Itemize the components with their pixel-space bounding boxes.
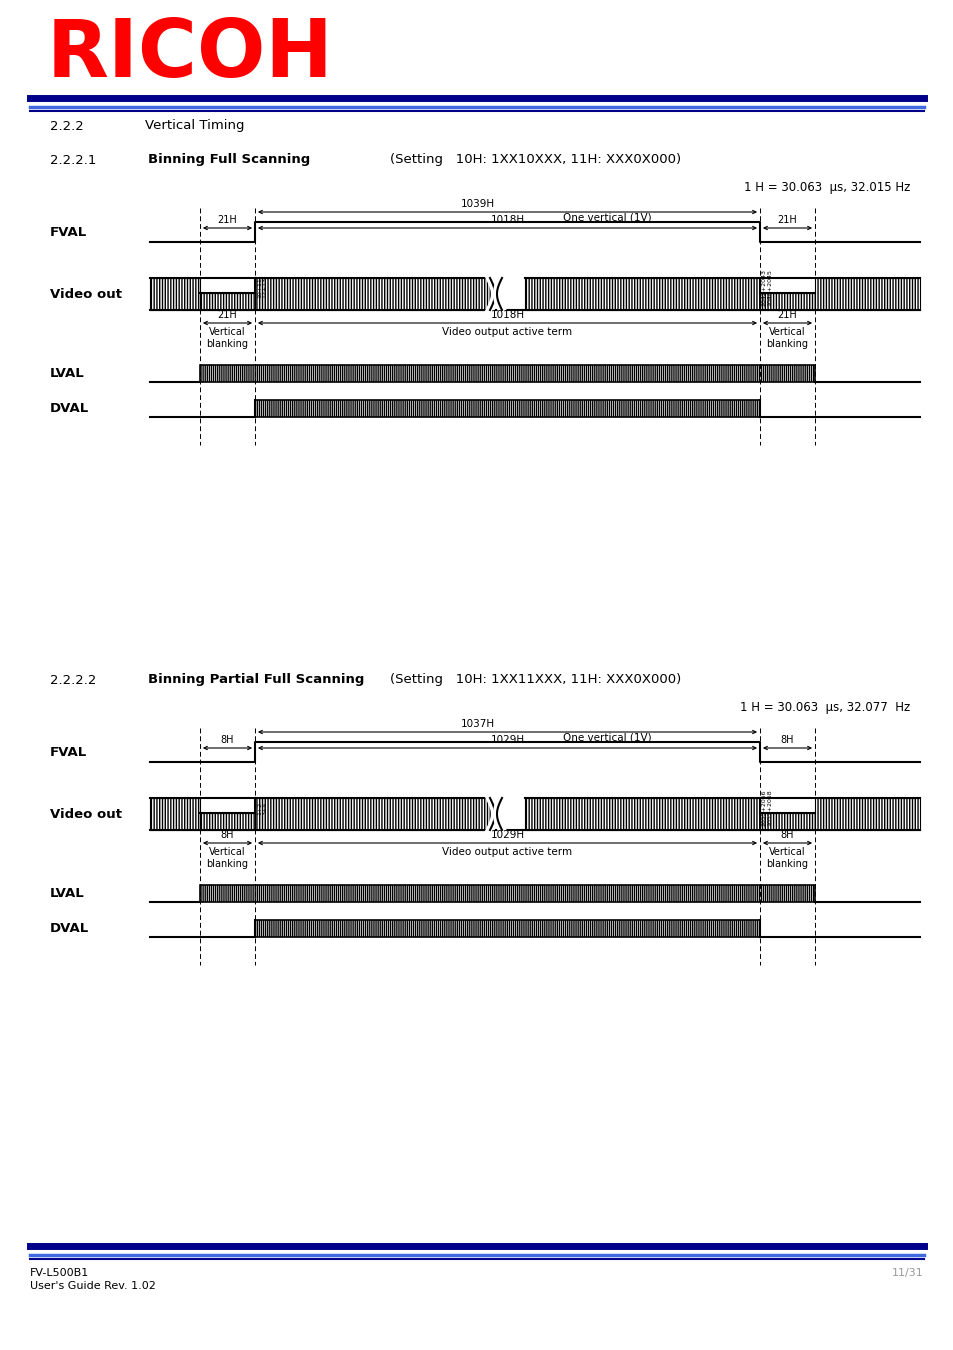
Text: Video out: Video out bbox=[50, 288, 122, 301]
Bar bbox=[254, 400, 760, 417]
Text: 1 H = 30.063  μs, 32.077  Hz: 1 H = 30.063 μs, 32.077 Hz bbox=[739, 702, 909, 714]
Bar bbox=[200, 886, 814, 902]
Text: RICOH: RICOH bbox=[47, 16, 334, 95]
Text: 2.2.2.2: 2.2.2.2 bbox=[50, 674, 96, 687]
Bar bbox=[524, 278, 760, 310]
Text: Video output active term: Video output active term bbox=[442, 327, 572, 338]
Bar bbox=[254, 798, 490, 830]
Bar bbox=[760, 293, 814, 310]
Text: 21H: 21H bbox=[777, 310, 797, 320]
Bar bbox=[254, 919, 760, 937]
Text: Video out: Video out bbox=[50, 807, 122, 821]
Text: 1+2
3+4: 1+2 3+4 bbox=[256, 802, 268, 814]
Text: FV-L500B1: FV-L500B1 bbox=[30, 1268, 90, 1278]
Text: (Setting   10H: 1XX11XXX, 11H: XXX0X000): (Setting 10H: 1XX11XXX, 11H: XXX0X000) bbox=[390, 674, 680, 687]
Bar bbox=[200, 293, 254, 310]
Text: 2042+2043
2044+2045: 2042+2043 2044+2045 bbox=[761, 270, 772, 306]
Text: FVAL: FVAL bbox=[50, 745, 87, 759]
Text: 21H: 21H bbox=[217, 310, 237, 320]
Text: 2.2.2: 2.2.2 bbox=[50, 120, 84, 132]
Text: LVAL: LVAL bbox=[50, 887, 85, 900]
Text: 1018H: 1018H bbox=[490, 215, 524, 225]
Text: 2055+2056
2057+2058: 2055+2056 2057+2058 bbox=[761, 790, 772, 826]
Text: 1 H = 30.063  μs, 32.015 Hz: 1 H = 30.063 μs, 32.015 Hz bbox=[742, 181, 909, 194]
Bar bbox=[814, 278, 919, 310]
Text: Vertical Timing: Vertical Timing bbox=[145, 120, 244, 132]
Text: 8H: 8H bbox=[220, 830, 234, 840]
Text: 2.2.2.1: 2.2.2.1 bbox=[50, 154, 96, 166]
Text: 1018H: 1018H bbox=[490, 310, 524, 320]
Text: DVAL: DVAL bbox=[50, 922, 90, 936]
Text: Vertical
blanking: Vertical blanking bbox=[765, 327, 807, 350]
Text: 8H: 8H bbox=[220, 734, 234, 745]
Text: FVAL: FVAL bbox=[50, 225, 87, 239]
Text: Vertical
blanking: Vertical blanking bbox=[206, 846, 248, 869]
Bar bbox=[200, 813, 254, 830]
Text: Video output active term: Video output active term bbox=[442, 846, 572, 857]
Bar bbox=[150, 278, 200, 310]
Text: 1029H: 1029H bbox=[490, 830, 524, 840]
Bar bbox=[254, 278, 490, 310]
Text: Binning Full Scanning: Binning Full Scanning bbox=[148, 154, 310, 166]
Text: 21H: 21H bbox=[217, 215, 237, 225]
Text: 1037H: 1037H bbox=[460, 720, 494, 729]
Bar bbox=[150, 798, 200, 830]
Bar bbox=[524, 798, 760, 830]
Bar bbox=[814, 798, 919, 830]
Text: One vertical (1V): One vertical (1V) bbox=[562, 732, 651, 742]
Text: Binning Partial Full Scanning: Binning Partial Full Scanning bbox=[148, 674, 364, 687]
Text: 1039H: 1039H bbox=[460, 198, 494, 209]
Text: (Setting   10H: 1XX10XXX, 11H: XXX0X000): (Setting 10H: 1XX10XXX, 11H: XXX0X000) bbox=[390, 154, 680, 166]
Text: 21H: 21H bbox=[777, 215, 797, 225]
Text: Vertical
blanking: Vertical blanking bbox=[206, 327, 248, 350]
Text: DVAL: DVAL bbox=[50, 402, 90, 414]
Text: 1029H: 1029H bbox=[490, 734, 524, 745]
Text: 8H: 8H bbox=[780, 830, 794, 840]
Text: 11/31: 11/31 bbox=[891, 1268, 923, 1278]
Text: LVAL: LVAL bbox=[50, 367, 85, 379]
Bar bbox=[200, 364, 814, 382]
Text: One vertical (1V): One vertical (1V) bbox=[562, 212, 651, 221]
Text: 8H: 8H bbox=[780, 734, 794, 745]
Text: User's Guide Rev. 1.02: User's Guide Rev. 1.02 bbox=[30, 1281, 155, 1291]
Text: 10+11
12+13: 10+11 12+13 bbox=[256, 278, 268, 298]
Text: Vertical
blanking: Vertical blanking bbox=[765, 846, 807, 869]
Bar bbox=[760, 813, 814, 830]
